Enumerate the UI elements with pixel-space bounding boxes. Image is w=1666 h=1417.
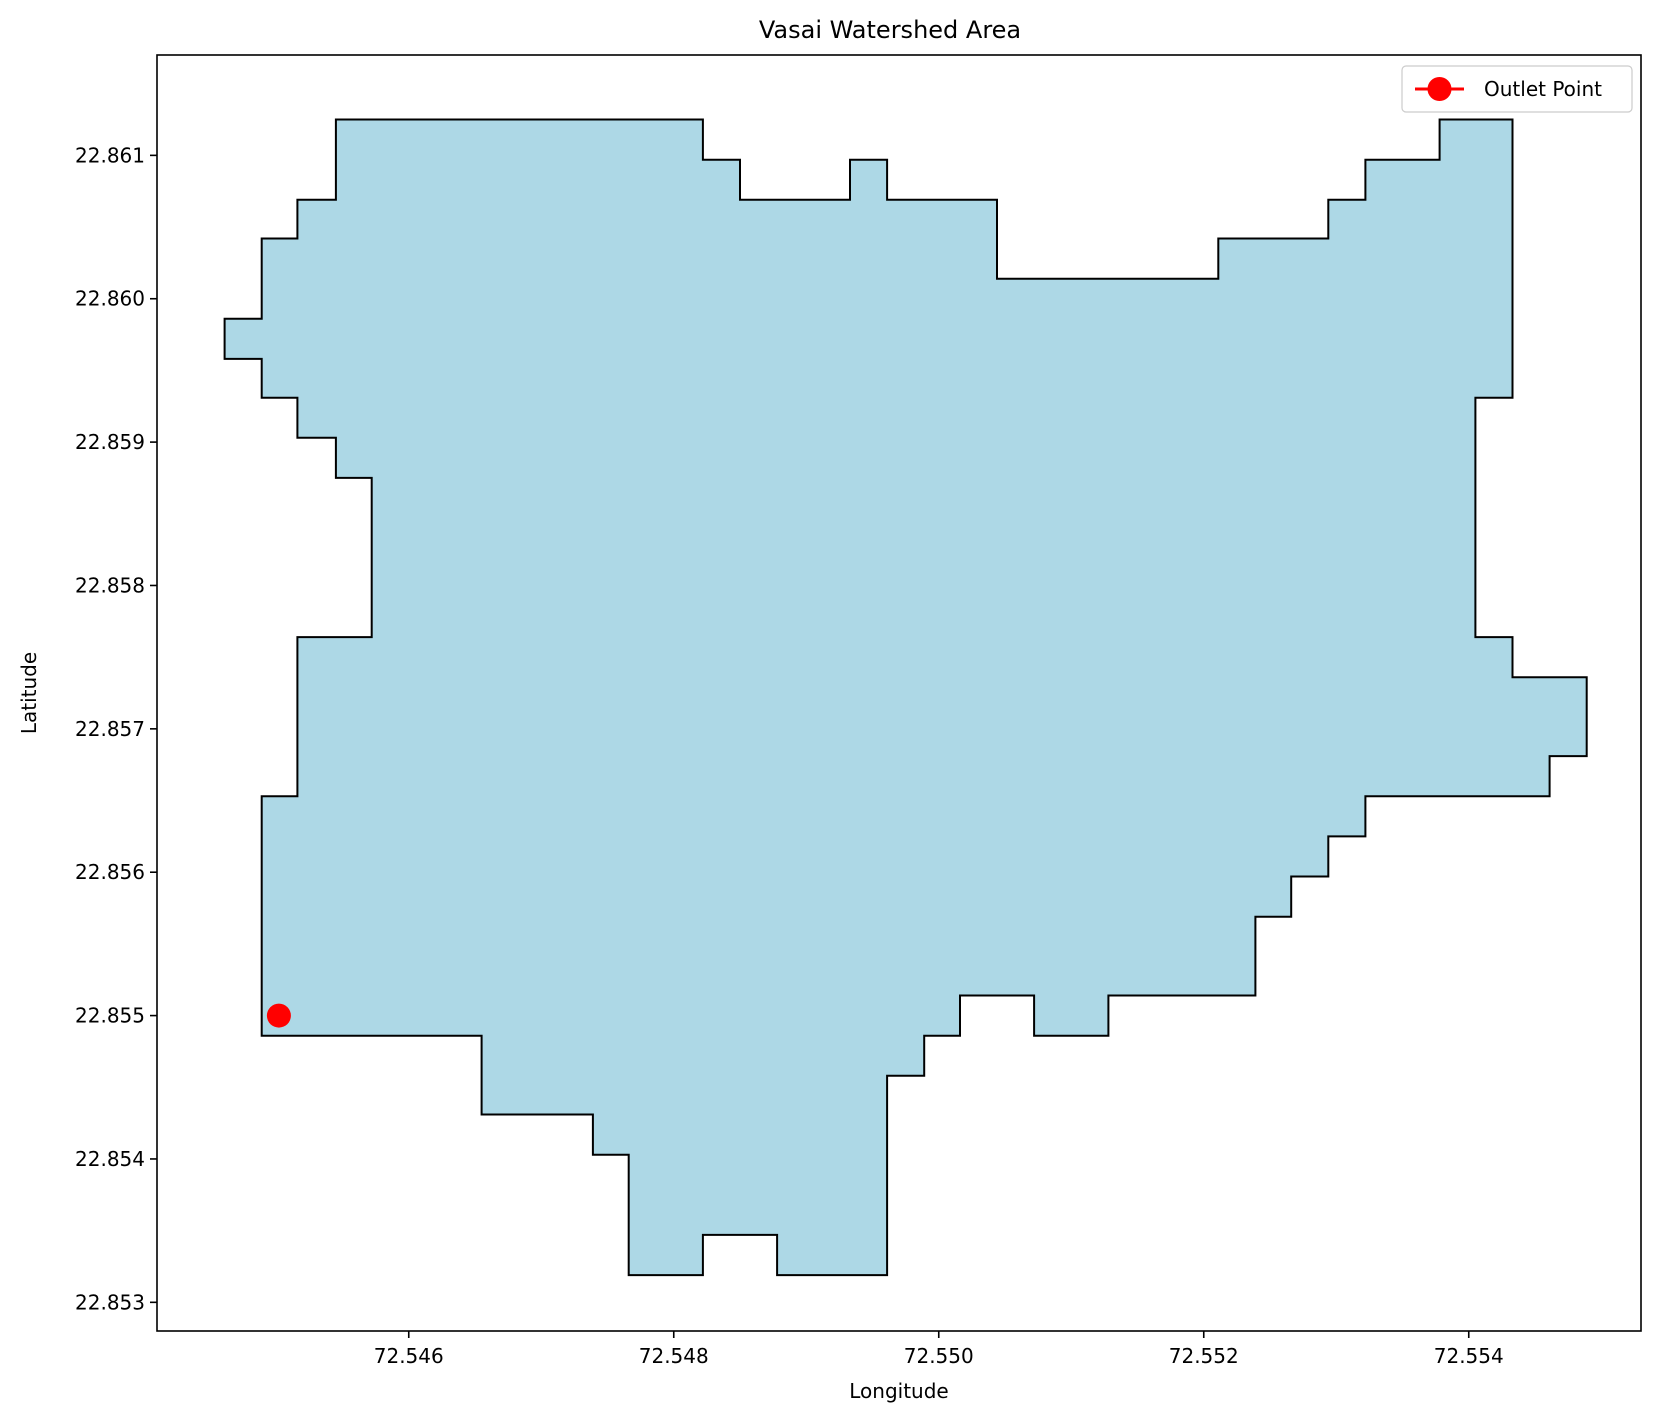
y-tick-label: 22.861 (75, 143, 145, 167)
plot-title: Vasai Watershed Area (759, 16, 1021, 44)
x-tick-label: 72.550 (904, 1344, 974, 1368)
y-tick-label: 22.858 (75, 573, 145, 597)
legend-box (1401, 65, 1633, 113)
y-tick-label: 22.856 (75, 860, 145, 884)
x-tick-label: 72.546 (374, 1344, 444, 1368)
x-axis-ticks: 72.546 72.548 72.550 72.552 72.554 (374, 1331, 1504, 1368)
x-tick-label: 72.552 (1169, 1344, 1239, 1368)
series-layer (266, 1003, 291, 1028)
y-tick-label: 22.857 (75, 717, 145, 741)
x-tick-label: 72.554 (1434, 1344, 1504, 1368)
legend: Outlet Point (1401, 65, 1633, 113)
legend-outlet-marker (1427, 77, 1452, 101)
y-tick-label: 22.853 (75, 1290, 145, 1314)
outlet-point-marker (266, 1003, 291, 1028)
y-tick-label: 22.859 (75, 430, 145, 454)
y-axis-ticks: 22.853 22.854 22.855 22.856 22.857 22.858 22.8… (75, 143, 157, 1314)
x-tick-label: 72.548 (639, 1344, 709, 1368)
x-axis-title: Longitude (849, 1379, 948, 1403)
axes-frame (156, 54, 1642, 1332)
plot-area (156, 54, 1642, 1332)
watershed-polygon (223, 118, 1588, 1277)
y-tick-label: 22.855 (75, 1004, 145, 1028)
y-tick-label: 22.860 (75, 287, 145, 311)
y-tick-label: 22.854 (75, 1147, 145, 1171)
legend-label-outlet-point: Outlet Point (1484, 77, 1602, 101)
y-axis-title: Latitude (17, 652, 41, 734)
